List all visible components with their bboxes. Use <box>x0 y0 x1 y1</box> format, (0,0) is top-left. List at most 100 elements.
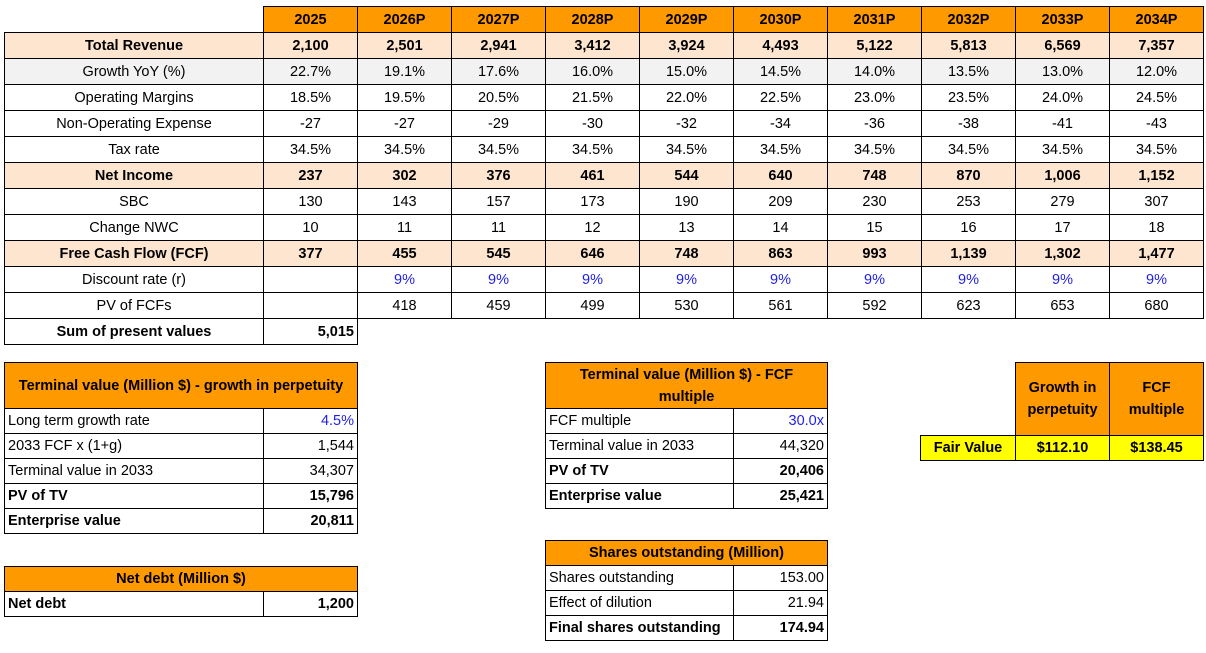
row-value[interactable]: 9% <box>545 266 640 293</box>
row-value[interactable]: 646 <box>545 240 640 267</box>
row-value[interactable]: 34.5% <box>733 136 828 163</box>
fair-value-multiple[interactable]: $138.45 <box>1109 435 1204 461</box>
row-value[interactable]: 1,302 <box>1015 240 1110 267</box>
year-header[interactable]: 2025 <box>263 6 358 33</box>
sum-pv-label[interactable]: Sum of present values <box>4 318 264 345</box>
row-label[interactable]: Growth YoY (%) <box>4 58 264 85</box>
row-value[interactable]: 545 <box>451 240 546 267</box>
row-value[interactable]: -29 <box>451 110 546 137</box>
row-value[interactable]: 9% <box>733 266 828 293</box>
tv-multiple-label[interactable]: Terminal value in 2033 <box>545 433 734 459</box>
row-value[interactable]: 993 <box>827 240 922 267</box>
tv-growth-label[interactable]: Long term growth rate <box>4 408 264 434</box>
row-value[interactable]: 12 <box>545 214 640 241</box>
row-value[interactable]: -36 <box>827 110 922 137</box>
tv-growth-label[interactable]: 2033 FCF x (1+g) <box>4 433 264 459</box>
row-value[interactable]: 34.5% <box>357 136 452 163</box>
row-value[interactable]: 24.5% <box>1109 84 1204 111</box>
row-value[interactable]: 13.5% <box>921 58 1016 85</box>
row-value[interactable]: 4,493 <box>733 32 828 59</box>
row-value[interactable]: 279 <box>1015 188 1110 215</box>
row-value[interactable]: 499 <box>545 292 640 319</box>
row-value[interactable]: 5,813 <box>921 32 1016 59</box>
row-value[interactable]: 253 <box>921 188 1016 215</box>
row-value[interactable]: 461 <box>545 162 640 189</box>
year-header[interactable]: 2029P <box>639 6 734 33</box>
row-value[interactable]: -43 <box>1109 110 1204 137</box>
row-value[interactable]: 592 <box>827 292 922 319</box>
row-value[interactable]: 34.5% <box>1109 136 1204 163</box>
year-header[interactable]: 2031P <box>827 6 922 33</box>
row-value[interactable]: 34.5% <box>545 136 640 163</box>
tv-growth-value[interactable]: 15,796 <box>263 483 358 509</box>
year-header[interactable]: 2034P <box>1109 6 1204 33</box>
row-value[interactable]: 2,100 <box>263 32 358 59</box>
row-value[interactable]: -41 <box>1015 110 1110 137</box>
row-label[interactable]: SBC <box>4 188 264 215</box>
row-value[interactable]: 34.5% <box>263 136 358 163</box>
row-label[interactable]: Free Cash Flow (FCF) <box>4 240 264 267</box>
row-value[interactable]: 16 <box>921 214 1016 241</box>
row-value[interactable]: 12.0% <box>1109 58 1204 85</box>
row-value[interactable]: 2,501 <box>357 32 452 59</box>
year-header[interactable]: 2028P <box>545 6 640 33</box>
row-value[interactable]: 13 <box>639 214 734 241</box>
row-value[interactable]: 544 <box>639 162 734 189</box>
tv-growth-value[interactable]: 34,307 <box>263 458 358 484</box>
row-value[interactable]: 157 <box>451 188 546 215</box>
row-value[interactable]: 22.7% <box>263 58 358 85</box>
row-label[interactable]: Operating Margins <box>4 84 264 111</box>
row-value[interactable]: -38 <box>921 110 1016 137</box>
tv-multiple-value[interactable]: 25,421 <box>733 483 828 509</box>
shares-label[interactable]: Effect of dilution <box>545 590 734 616</box>
row-label[interactable]: Tax rate <box>4 136 264 163</box>
row-value[interactable]: 530 <box>639 292 734 319</box>
row-value[interactable]: 209 <box>733 188 828 215</box>
row-value[interactable]: 14.5% <box>733 58 828 85</box>
row-value[interactable]: 22.5% <box>733 84 828 111</box>
row-value[interactable]: 34.5% <box>451 136 546 163</box>
row-value[interactable]: 9% <box>1015 266 1110 293</box>
tv-growth-value[interactable]: 1,544 <box>263 433 358 459</box>
tv-growth-label[interactable]: Terminal value in 2033 <box>4 458 264 484</box>
row-value[interactable]: 11 <box>357 214 452 241</box>
row-value[interactable]: 653 <box>1015 292 1110 319</box>
row-value[interactable]: 1,139 <box>921 240 1016 267</box>
row-value[interactable]: -27 <box>357 110 452 137</box>
row-value[interactable]: -34 <box>733 110 828 137</box>
row-value[interactable]: 143 <box>357 188 452 215</box>
row-value[interactable]: 13.0% <box>1015 58 1110 85</box>
row-value[interactable]: 455 <box>357 240 452 267</box>
fair-value-growth[interactable]: $112.10 <box>1015 435 1110 461</box>
shares-value[interactable]: 21.94 <box>733 590 828 616</box>
row-value[interactable]: 9% <box>827 266 922 293</box>
row-value[interactable]: 870 <box>921 162 1016 189</box>
row-value[interactable]: 18 <box>1109 214 1204 241</box>
row-label[interactable]: Change NWC <box>4 214 264 241</box>
row-value[interactable]: 9% <box>451 266 546 293</box>
row-value[interactable]: 1,152 <box>1109 162 1204 189</box>
fair-value-label[interactable]: Fair Value <box>920 435 1016 461</box>
row-value[interactable]: 18.5% <box>263 84 358 111</box>
row-value[interactable]: 11 <box>451 214 546 241</box>
row-value[interactable]: 34.5% <box>1015 136 1110 163</box>
row-value[interactable]: 377 <box>263 240 358 267</box>
row-value[interactable]: 19.5% <box>357 84 452 111</box>
row-value[interactable]: 15 <box>827 214 922 241</box>
row-value[interactable]: 5,122 <box>827 32 922 59</box>
row-value[interactable]: 6,569 <box>1015 32 1110 59</box>
row-value[interactable]: 9% <box>1109 266 1204 293</box>
row-value[interactable]: 1,477 <box>1109 240 1204 267</box>
row-value[interactable]: 418 <box>357 292 452 319</box>
row-value[interactable]: 9% <box>357 266 452 293</box>
year-header[interactable]: 2030P <box>733 6 828 33</box>
tv-growth-label[interactable]: PV of TV <box>4 483 264 509</box>
row-value[interactable]: 173 <box>545 188 640 215</box>
row-value[interactable]: 19.1% <box>357 58 452 85</box>
row-value[interactable]: 748 <box>639 240 734 267</box>
row-value[interactable]: 34.5% <box>921 136 1016 163</box>
net-debt-value[interactable]: 1,200 <box>263 591 358 617</box>
row-value[interactable]: 21.5% <box>545 84 640 111</box>
row-value[interactable]: 302 <box>357 162 452 189</box>
row-value[interactable]: 237 <box>263 162 358 189</box>
